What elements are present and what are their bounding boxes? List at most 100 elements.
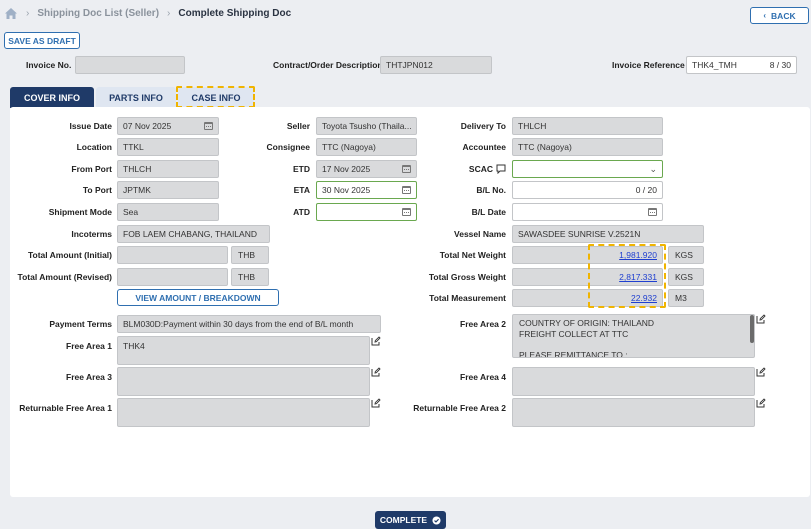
shipment-mode-label: Shipment Mode [48,207,112,217]
calendar-icon [204,122,213,130]
etd-field[interactable]: 17 Nov 2025 [316,160,417,178]
back-button[interactable]: ‹ BACK [750,7,809,24]
view-amount-breakdown-button[interactable]: VIEW AMOUNT / BREAKDOWN [117,289,279,306]
calendar-icon[interactable] [648,208,657,216]
total-net-weight-link[interactable]: 1,981.920 [619,250,657,260]
free-area-3-textarea[interactable] [117,367,370,396]
returnable-free-area-2-textarea[interactable] [512,398,755,427]
eta-date-input[interactable]: 30 Nov 2025 [316,181,417,199]
from-port-label: From Port [71,164,112,174]
payment-terms-field: BLM030D:Payment within 30 days from the … [117,315,381,333]
location-label: Location [76,142,112,152]
total-amount-initial-label: Total Amount (Initial) [27,250,112,260]
seller-label: Seller [286,121,310,131]
contract-label: Contract/Order Description [273,60,383,70]
gross-weight-unit: KGS [668,268,704,286]
complete-button[interactable]: COMPLETE [375,511,446,529]
char-counter: 0 / 20 [635,185,657,195]
tab-case-info[interactable]: CASE INFO [178,87,254,108]
net-weight-unit: KGS [668,246,704,264]
chevron-right-icon: › [26,8,30,19]
to-port-label: To Port [82,185,112,195]
bl-date-label: B/L Date [471,207,506,217]
scac-select[interactable]: ⌄ [512,160,663,178]
consignee-field: TTC (Nagoya) [316,138,417,156]
total-gross-weight-link[interactable]: 2,817.331 [619,272,657,282]
etd-label: ETD [293,164,310,174]
total-gross-weight-label: Total Gross Weight [428,272,506,282]
check-circle-icon [432,515,441,525]
consignee-label: Consignee [266,142,310,152]
calendar-icon[interactable] [402,186,411,194]
issue-date-label: Issue Date [69,121,112,131]
total-measurement-field: 22.932 [512,289,663,307]
location-field: TTKL [117,138,219,156]
total-gross-weight-field: 2,817.331 [512,268,663,286]
atd-date-input[interactable] [316,203,417,221]
accountee-label: Accountee [462,142,506,152]
returnable-free-area-2-label: Returnable Free Area 2 [413,403,506,413]
issue-date-field[interactable]: 07 Nov 2025 [117,117,219,135]
total-measurement-link[interactable]: 22.932 [631,293,657,303]
edit-icon[interactable] [756,367,766,377]
vessel-name-label: Vessel Name [454,229,506,239]
breadcrumb-link-shipping-doc-list[interactable]: Shipping Doc List (Seller) [37,8,160,19]
total-net-weight-field: 1,981.920 [512,246,663,264]
free-area-3-label: Free Area 3 [66,372,112,382]
free-area-4-label: Free Area 4 [460,372,506,382]
to-port-field: JPTMK [117,181,219,199]
currency-initial: THB [231,246,269,264]
edit-icon[interactable] [371,336,381,346]
free-area-2-label: Free Area 2 [460,319,506,329]
payment-terms-label: Payment Terms [49,319,112,329]
contract-field[interactable]: THTJPN012 [380,56,492,74]
scac-label: SCAC [469,164,506,174]
edit-icon[interactable] [756,314,766,324]
tab-parts-info[interactable]: PARTS INFO [96,87,176,108]
currency-revised: THB [231,268,269,286]
chevron-left-icon: ‹ [763,11,767,20]
atd-label: ATD [293,207,310,217]
vessel-name-field: SAWASDEE SUNRISE V.2521N [512,225,704,243]
total-amount-initial-field [117,246,228,264]
bl-no-label: B/L No. [476,185,506,195]
breadcrumb-current: Complete Shipping Doc [178,8,292,19]
seller-field: Toyota Tsusho (Thaila... [316,117,417,135]
measurement-unit: M3 [668,289,704,307]
incoterms-label: Incoterms [71,229,112,239]
free-area-1-textarea[interactable]: THK4 [117,336,370,365]
total-amount-revised-field [117,268,228,286]
breadcrumb: › Shipping Doc List (Seller) › Complete … [4,7,291,20]
edit-icon[interactable] [371,367,381,377]
shipment-mode-field: Sea [117,203,219,221]
save-as-draft-button[interactable]: SAVE AS DRAFT [4,32,80,49]
comment-icon[interactable] [496,164,506,174]
chevron-right-icon: › [167,8,171,19]
free-area-4-textarea[interactable] [512,367,755,396]
edit-icon[interactable] [756,398,766,408]
delivery-to-field: THLCH [512,117,663,135]
total-measurement-label: Total Measurement [429,293,506,303]
total-amount-revised-label: Total Amount (Revised) [17,272,112,282]
tab-cover-info[interactable]: COVER INFO [10,87,94,108]
calendar-icon[interactable] [402,208,411,216]
bl-no-input[interactable]: 0 / 20 [512,181,663,199]
home-icon[interactable] [4,7,18,20]
free-area-1-label: Free Area 1 [66,341,112,351]
eta-label: ETA [293,185,310,195]
edit-icon[interactable] [371,398,381,408]
highlight-box [176,86,255,108]
total-net-weight-label: Total Net Weight [439,250,506,260]
delivery-to-label: Delivery To [460,121,506,131]
calendar-icon [402,165,411,173]
returnable-free-area-1-label: Returnable Free Area 1 [19,403,112,413]
free-area-2-textarea[interactable]: COUNTRY OF ORIGIN: THAILAND FREIGHT COLL… [512,314,755,358]
scrollbar-thumb[interactable] [750,315,754,343]
bl-date-input[interactable] [512,203,663,221]
from-port-field: THLCH [117,160,219,178]
invoice-no-field[interactable] [75,56,185,74]
returnable-free-area-1-textarea[interactable] [117,398,370,427]
highlight-box [588,244,666,308]
chevron-down-icon: ⌄ [649,163,657,174]
invoice-reference-input[interactable]: THK4_TMH 8 / 30 [686,56,797,74]
